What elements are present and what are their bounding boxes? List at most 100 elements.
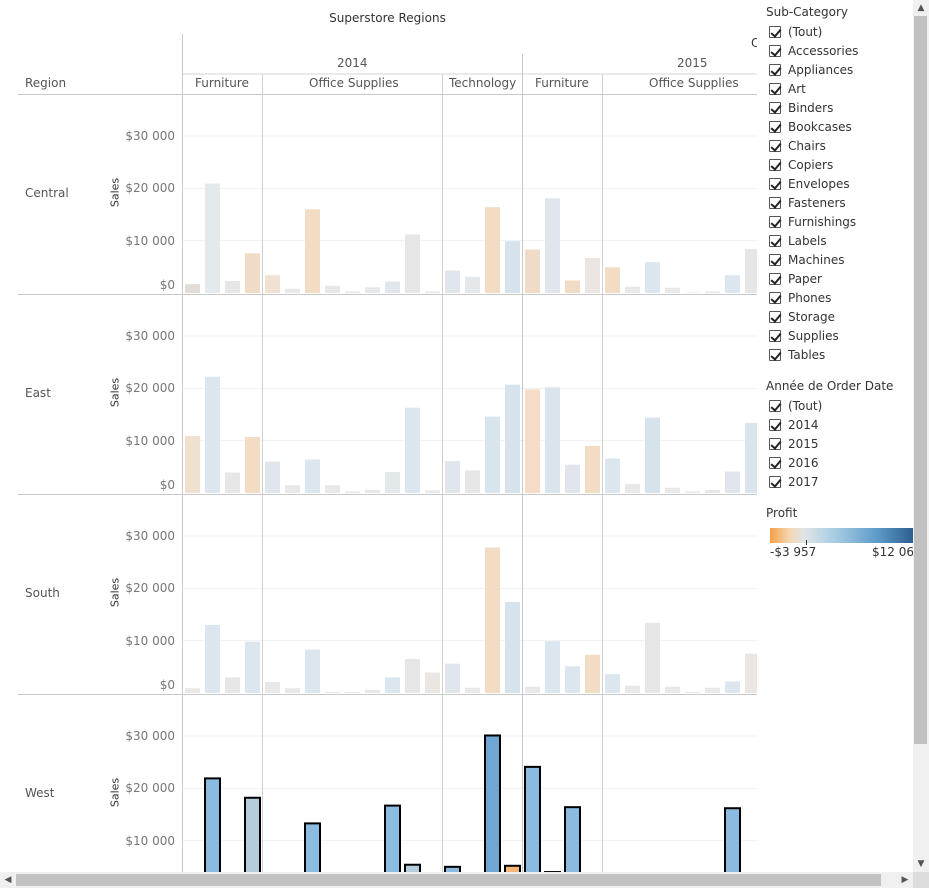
subcategory-filter-item-label[interactable]: Furnishings [788,214,857,229]
bar-south-2015-art[interactable] [625,685,640,693]
bar-south-2015-appliances[interactable] [605,674,620,693]
year-filter-item-label[interactable]: 2015 [788,436,819,451]
subcategory-filter-item-label[interactable]: Tables [788,347,826,362]
vertical-scrollbar[interactable]: ▲ ▼ [913,0,929,872]
checkbox-checked-icon[interactable] [769,272,781,285]
subcategory-filter-item-machines[interactable]: Machines [769,250,844,269]
bar-central-2014-labels[interactable] [365,287,380,293]
year-filter-item-label[interactable]: 2016 [788,455,819,470]
subcategory-filter-item-labels[interactable]: Labels [769,231,827,250]
subcategory-filter-item-tout[interactable]: (Tout) [769,22,822,41]
scroll-down-icon[interactable]: ▼ [917,859,925,869]
checkbox-checked-icon[interactable] [769,215,781,228]
subcategory-filter-item-binders[interactable]: Binders [769,98,833,117]
checkbox-checked-icon[interactable] [769,25,781,38]
bar-south-2014-furnishings[interactable] [225,677,240,693]
subcategory-filter-item-label[interactable]: Labels [788,233,827,248]
bar-west-2014-binders[interactable] [304,822,321,872]
bar-east-2014-fasteners[interactable] [345,491,360,493]
subcategory-filter-item-bookcases[interactable]: Bookcases [769,117,852,136]
bar-south-2014-supplies[interactable] [425,672,440,693]
subcategory-filter-item-art[interactable]: Art [769,79,806,98]
subcategory-filter-item-label[interactable]: Machines [788,252,845,267]
bar-central-2015-labels[interactable] [705,291,720,293]
bar-south-2014-appliances[interactable] [265,682,280,693]
subcategory-filter-item-label[interactable]: Phones [788,290,832,305]
bar-east-2014-machines[interactable] [485,416,500,493]
vertical-scroll-thumb[interactable] [914,16,927,744]
subcategory-filter-item-accessories[interactable]: Accessories [769,41,858,60]
bar-central-2014-chairs[interactable] [205,183,220,293]
region-label-east[interactable]: East [25,386,51,400]
checkbox-checked-icon[interactable] [769,291,781,304]
bar-east-2014-tables[interactable] [245,437,260,493]
bar-east-2015-bookcases[interactable] [525,389,540,493]
subcategory-filter-item-appliances[interactable]: Appliances [769,60,853,79]
bar-east-2014-supplies[interactable] [425,490,440,493]
bar-central-2015-storage[interactable] [745,249,757,293]
bar-east-2015-furnishings[interactable] [565,464,580,493]
bar-south-2014-phones[interactable] [505,601,520,693]
bar-south-2015-paper[interactable] [725,681,740,693]
checkbox-checked-icon[interactable] [769,177,781,190]
scroll-left-icon[interactable]: ◀ [4,875,12,885]
checkbox-checked-icon[interactable] [769,120,781,133]
bar-east-2015-storage[interactable] [745,422,757,493]
subcategory-filter-item-storage[interactable]: Storage [769,307,835,326]
year-filter-item-2017[interactable]: 2017 [769,472,819,491]
bar-east-2015-fasteners[interactable] [685,491,700,493]
bar-south-2014-paper[interactable] [385,677,400,693]
bar-central-2014-envelopes[interactable] [325,285,340,293]
bar-east-2015-binders[interactable] [645,417,660,493]
bar-south-2015-storage[interactable] [745,653,757,693]
bar-central-2015-paper[interactable] [725,275,740,293]
bar-central-2015-furnishings[interactable] [565,280,580,293]
bar-east-2014-art[interactable] [285,485,300,493]
bar-south-2015-envelopes[interactable] [665,686,680,693]
bar-east-2014-paper[interactable] [385,472,400,493]
bar-west-2014-paper[interactable] [384,804,401,872]
bar-east-2014-accessories[interactable] [445,461,460,493]
bar-central-2015-envelopes[interactable] [665,287,680,293]
subcategory-filter-item-label[interactable]: Binders [788,100,834,115]
subcategory-filter-item-label[interactable]: (Tout) [788,24,823,39]
year-filter-item-2014[interactable]: 2014 [769,415,819,434]
bar-south-2014-chairs[interactable] [205,624,220,693]
bar-central-2015-tables[interactable] [585,257,600,293]
bar-south-2015-bookcases[interactable] [525,686,540,693]
bar-central-2014-appliances[interactable] [265,275,280,293]
bar-central-2014-copiers[interactable] [465,276,480,293]
bar-west-2014-tables[interactable] [244,796,261,872]
bar-south-2014-bookcases[interactable] [185,688,200,693]
bar-east-2014-binders[interactable] [305,459,320,493]
checkbox-checked-icon[interactable] [769,329,781,342]
subcategory-filter-item-label[interactable]: Storage [788,309,835,324]
bar-south-2014-accessories[interactable] [445,663,460,693]
bar-east-2015-appliances[interactable] [605,458,620,493]
subcategory-filter-item-label[interactable]: Copiers [788,157,834,172]
subcategory-filter-item-label[interactable]: Paper [788,271,822,286]
checkbox-checked-icon[interactable] [769,475,781,488]
region-label-central[interactable]: Central [25,186,69,200]
bar-central-2014-tables[interactable] [245,253,260,293]
checkbox-checked-icon[interactable] [769,44,781,57]
year-filter-item-2016[interactable]: 2016 [769,453,819,472]
checkbox-checked-icon[interactable] [769,456,781,469]
bar-south-2014-tables[interactable] [245,641,260,693]
bar-central-2015-appliances[interactable] [605,267,620,293]
subcategory-filter-item-chairs[interactable]: Chairs [769,136,826,155]
checkbox-checked-icon[interactable] [769,253,781,266]
checkbox-checked-icon[interactable] [769,63,781,76]
horizontal-scroll-thumb[interactable] [16,874,881,886]
region-label-south[interactable]: South [25,586,60,600]
checkbox-checked-icon[interactable] [769,310,781,323]
bar-central-2014-art[interactable] [285,288,300,293]
bar-south-2015-fasteners[interactable] [685,691,700,693]
year-filter-item-tout[interactable]: (Tout) [769,396,822,415]
subcategory-filter-item-label[interactable]: Art [788,81,806,96]
year-filter-item-label[interactable]: (Tout) [788,398,823,413]
subcategory-filter-item-phones[interactable]: Phones [769,288,831,307]
subcategory-filter-item-label[interactable]: Accessories [788,43,859,58]
bar-east-2015-chairs[interactable] [545,387,560,493]
checkbox-checked-icon[interactable] [769,101,781,114]
